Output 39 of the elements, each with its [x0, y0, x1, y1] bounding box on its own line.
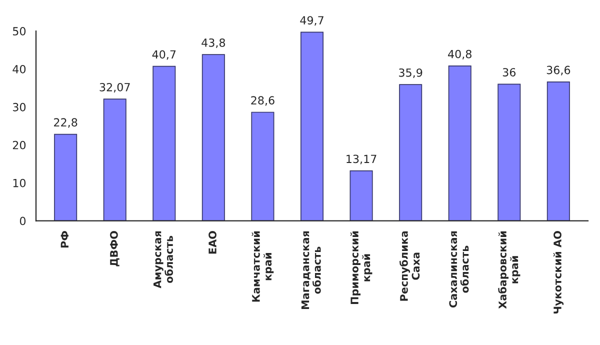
y-tick-label: 40	[12, 64, 26, 74]
bar	[202, 54, 225, 221]
x-tick-label: РФ	[60, 231, 68, 248]
y-tick-label: 50	[12, 27, 26, 36]
data-label: 36,6	[546, 66, 570, 76]
x-tick-label: Республика Саха	[399, 231, 420, 301]
data-label: 13,17	[346, 154, 376, 164]
bar	[300, 32, 324, 221]
data-label: 40,8	[448, 50, 472, 60]
data-label: 35,9	[399, 68, 422, 78]
data-label: 36	[502, 68, 516, 76]
y-tick-label: 30	[12, 102, 26, 112]
bar	[350, 170, 373, 221]
x-tick-label: ЕАО	[208, 231, 216, 254]
bar	[498, 84, 521, 221]
x-tick-label: Хабаровский край	[498, 231, 520, 309]
data-label: 22,8	[54, 118, 78, 128]
data-label: 40,7	[152, 50, 176, 60]
y-tick-label: 10	[13, 178, 26, 188]
x-tick-label: ДВФО	[110, 231, 120, 266]
x-tick-label: Магаданская область	[301, 231, 321, 310]
bar	[546, 81, 570, 221]
data-label: 43,8	[202, 38, 226, 48]
bar	[251, 112, 274, 221]
x-tick-label: Амурская область	[154, 231, 173, 288]
x-tick-label: Чукотский АО	[553, 231, 564, 314]
x-tick-label: Приморский край	[350, 231, 372, 304]
bar	[448, 66, 472, 221]
bar	[399, 84, 422, 221]
bar	[54, 134, 78, 221]
x-tick-label: Камчатский край	[252, 231, 274, 302]
data-label: 28,6	[251, 96, 274, 106]
x-tick-label: Сахалинская область	[449, 231, 469, 308]
y-tick-label: 0	[20, 216, 26, 226]
bar	[103, 98, 126, 221]
bar	[152, 66, 176, 221]
y-tick-label: 20	[12, 140, 26, 150]
data-label: 49,7	[300, 16, 324, 26]
data-label: 32,07	[100, 82, 130, 93]
